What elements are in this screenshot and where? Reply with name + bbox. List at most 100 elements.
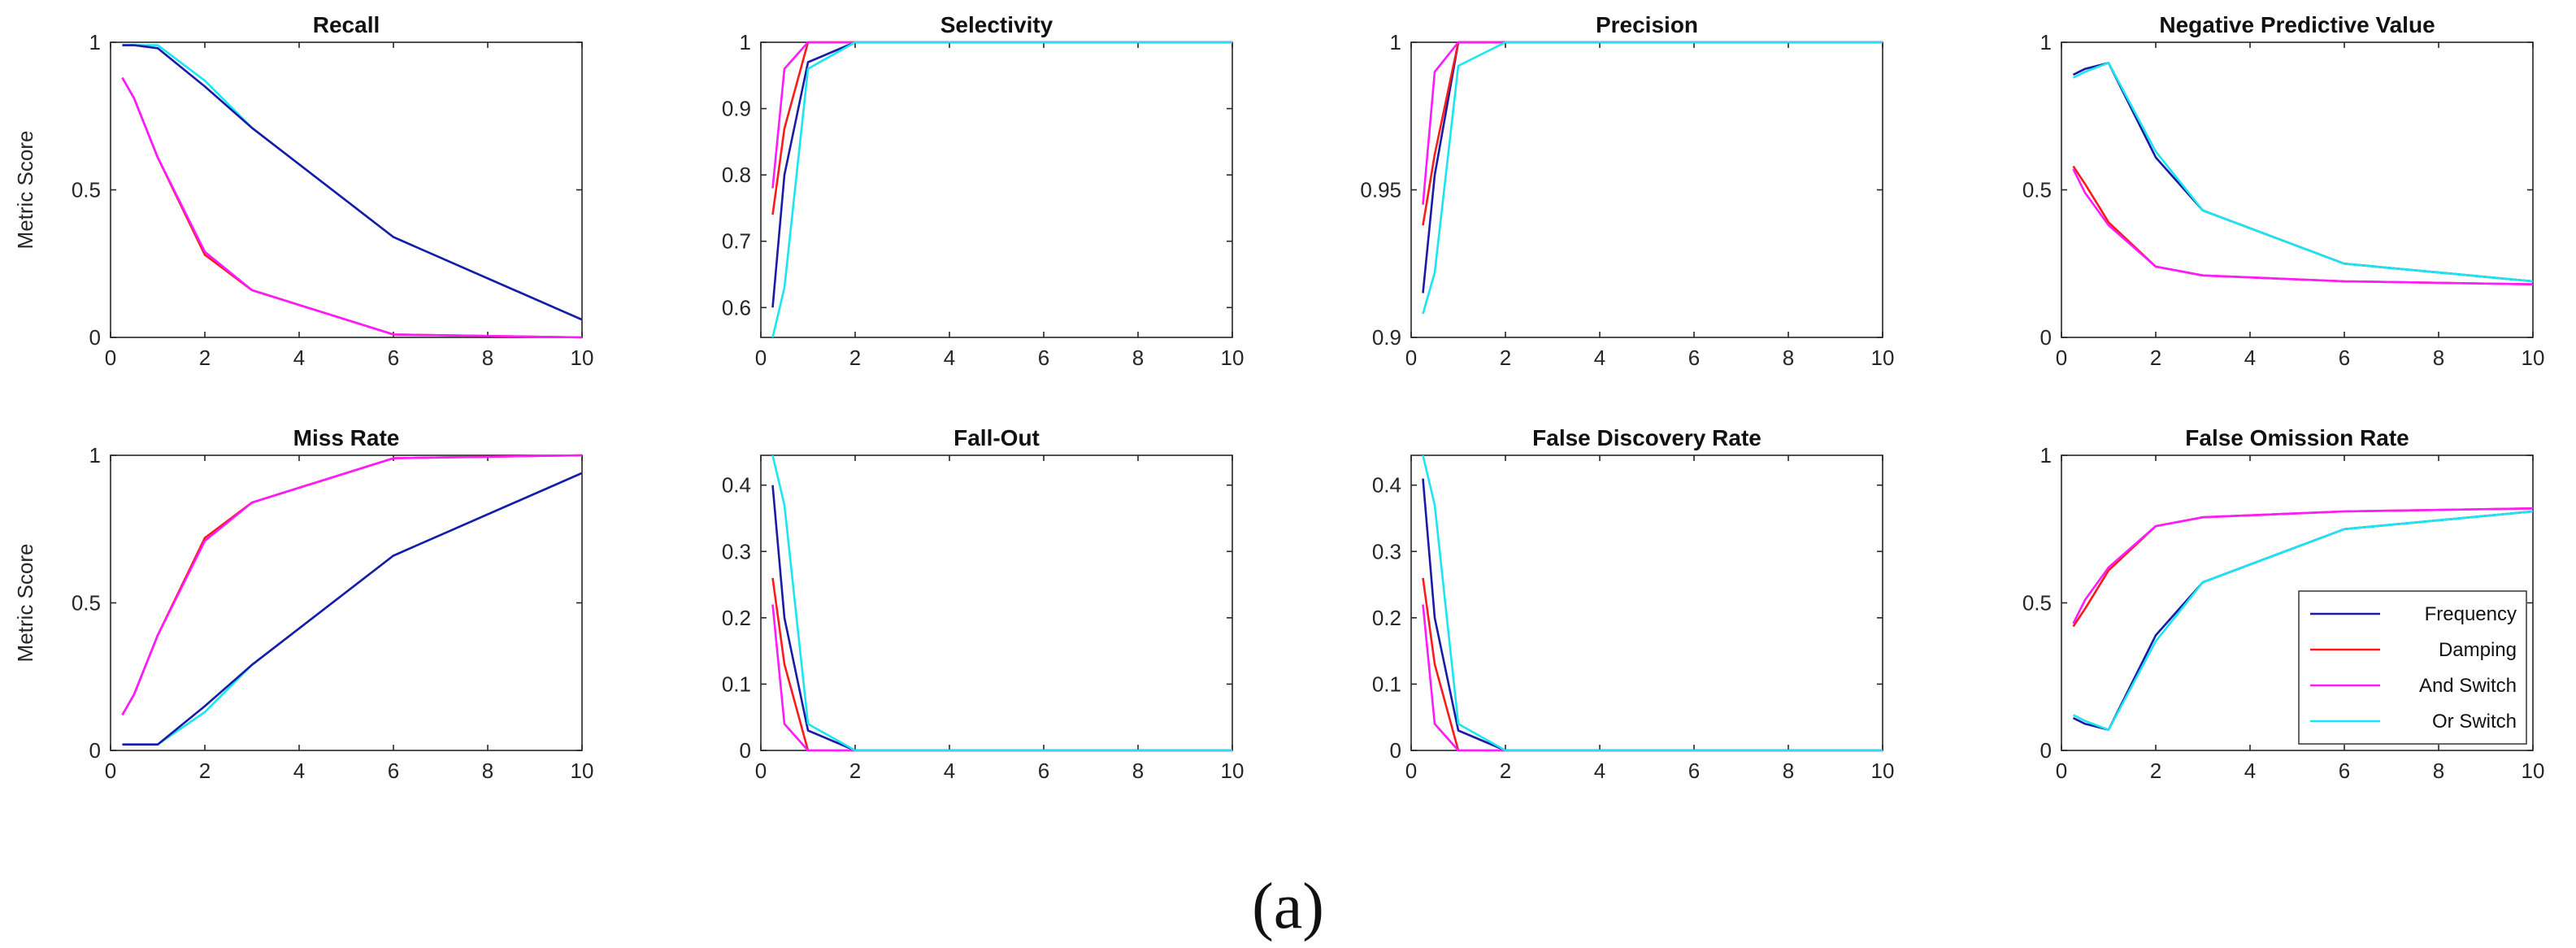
x-tick-label: 0	[105, 759, 116, 783]
y-tick-label: 1	[2040, 443, 2052, 467]
x-tick-label: 0	[755, 346, 767, 370]
y-tick-label: 1	[1390, 30, 1401, 54]
x-tick-label: 2	[849, 346, 861, 370]
y-tick-label: 0	[89, 738, 101, 763]
y-tick-label: 0.9	[722, 97, 751, 121]
subplot-title: Miss Rate	[293, 425, 400, 450]
y-tick-label: 1	[89, 443, 101, 467]
series-line-and-switch	[2072, 507, 2533, 624]
x-tick-label: 4	[2244, 759, 2256, 783]
legend-label: Damping	[2439, 639, 2517, 661]
x-tick-label: 4	[293, 759, 305, 783]
x-tick-label: 2	[2150, 346, 2161, 370]
y-tick-label: 0.2	[722, 606, 751, 630]
x-tick-label: 4	[944, 346, 955, 370]
axes-box	[1410, 454, 1883, 751]
x-tick-label: 8	[482, 346, 493, 370]
x-tick-label: 6	[2339, 346, 2350, 370]
subplot-7: False Discovery Rate 0 2 4 6 8 10 0 0.1 0.2 0.3 0.4	[1372, 425, 1895, 783]
subplot-title: Precision	[1596, 12, 1698, 37]
y-tick-label: 0.9	[1372, 325, 1401, 350]
series-line-or-switch	[2072, 510, 2533, 731]
subplot-3: Precision 0 2 4 6 8 10 0.9 0.95 1	[1360, 12, 1894, 370]
x-tick-label: 2	[1500, 759, 1511, 783]
y-tick-label: 0.1	[722, 672, 751, 696]
series-line-or-switch	[771, 41, 1232, 338]
subplot-title: Fall-Out	[954, 425, 1040, 450]
y-tick-label: 0.3	[722, 539, 751, 563]
y-tick-label: 0.4	[722, 473, 751, 498]
x-tick-label: 10	[2522, 759, 2545, 783]
x-tick-label: 6	[388, 759, 399, 783]
series-line-or-switch	[1422, 454, 1883, 752]
x-tick-label: 6	[1688, 346, 1700, 370]
subplot-title: False Discovery Rate	[1532, 425, 1761, 450]
x-tick-label: 6	[1038, 759, 1049, 783]
x-tick-label: 0	[105, 346, 116, 370]
y-tick-label: 0	[740, 738, 751, 763]
y-tick-label: 0	[2040, 738, 2052, 763]
x-tick-label: 0	[2056, 759, 2067, 783]
x-tick-label: 6	[1688, 759, 1700, 783]
axes-box	[2061, 41, 2534, 338]
x-tick-label: 8	[1783, 346, 1794, 370]
figure-label: (a)	[1252, 871, 1324, 942]
legend-label: Or Switch	[2432, 711, 2517, 733]
x-tick-label: 4	[2244, 346, 2256, 370]
subplot-title: False Omission Rate	[2185, 425, 2409, 450]
subplot-title: Recall	[313, 12, 380, 37]
x-tick-label: 8	[2433, 346, 2444, 370]
series-line-and-switch	[121, 454, 582, 716]
series-line-or-switch	[1422, 41, 1883, 315]
axes-box	[110, 41, 583, 338]
x-tick-label: 10	[571, 759, 594, 783]
x-tick-label: 6	[388, 346, 399, 370]
subplot-2: Selectivity 0 2 4 6 8 10 0.6 0.7 0.8 0.9 1	[722, 12, 1245, 370]
subplot-4: Negative Predictive Value 0 2 4 6 8 10 0 0.5 1	[2022, 12, 2545, 370]
y-axis-label: Metric Score	[13, 131, 37, 250]
axes-box	[110, 454, 583, 751]
y-tick-label: 0.95	[1360, 178, 1401, 202]
x-tick-label: 10	[1221, 346, 1245, 370]
x-tick-label: 8	[1132, 346, 1144, 370]
y-tick-label: 0.5	[2022, 591, 2052, 615]
x-tick-label: 4	[1594, 346, 1605, 370]
x-tick-label: 10	[1221, 759, 1245, 783]
y-tick-label: 0.4	[1372, 473, 1401, 498]
legend: Frequency Damping And Switch Or Switch	[2298, 590, 2527, 745]
x-tick-label: 4	[1594, 759, 1605, 783]
series-line-and-switch	[2072, 168, 2533, 285]
x-tick-label: 10	[571, 346, 594, 370]
y-tick-label: 0.1	[1372, 672, 1401, 696]
x-tick-label: 2	[199, 346, 211, 370]
subplot-5: Miss Rate 0 2 4 6 8 10 0 0.5 1 Metric Score	[13, 425, 593, 783]
series-line-frequency	[122, 44, 582, 321]
series-line-or-switch	[771, 454, 1232, 752]
y-tick-label: 0	[1390, 738, 1401, 763]
series-line-and-switch	[121, 76, 582, 339]
x-tick-label: 0	[1405, 346, 1417, 370]
x-tick-label: 4	[944, 759, 955, 783]
x-tick-label: 0	[1405, 759, 1417, 783]
y-tick-label: 0.8	[722, 163, 751, 187]
x-tick-label: 8	[1132, 759, 1144, 783]
x-tick-label: 4	[293, 346, 305, 370]
x-tick-label: 2	[849, 759, 861, 783]
series-line-frequency	[122, 472, 582, 746]
subplot-8: False Omission Rate 0 2 4 6 8 10 0 0.5 1 Frequency…	[2022, 425, 2545, 783]
y-tick-label: 0.5	[72, 591, 101, 615]
x-tick-label: 8	[2433, 759, 2444, 783]
subplot-title: Negative Predictive Value	[2159, 12, 2435, 37]
y-tick-label: 1	[740, 30, 751, 54]
subplot-6: Fall-Out 0 2 4 6 8 10 0 0.1 0.2 0.3 0.4	[722, 425, 1245, 783]
subplot-1: Recall 0 2 4 6 8 10 0 0.5 1 Metric Score	[13, 12, 593, 370]
x-tick-label: 2	[2150, 759, 2161, 783]
x-tick-label: 10	[1871, 346, 1895, 370]
x-tick-label: 0	[2056, 346, 2067, 370]
x-tick-label: 0	[755, 759, 767, 783]
y-tick-label: 0	[2040, 325, 2052, 350]
y-tick-label: 0.6	[722, 295, 751, 320]
y-axis-label: Metric Score	[13, 544, 37, 663]
series-line-or-switch	[2072, 62, 2533, 283]
